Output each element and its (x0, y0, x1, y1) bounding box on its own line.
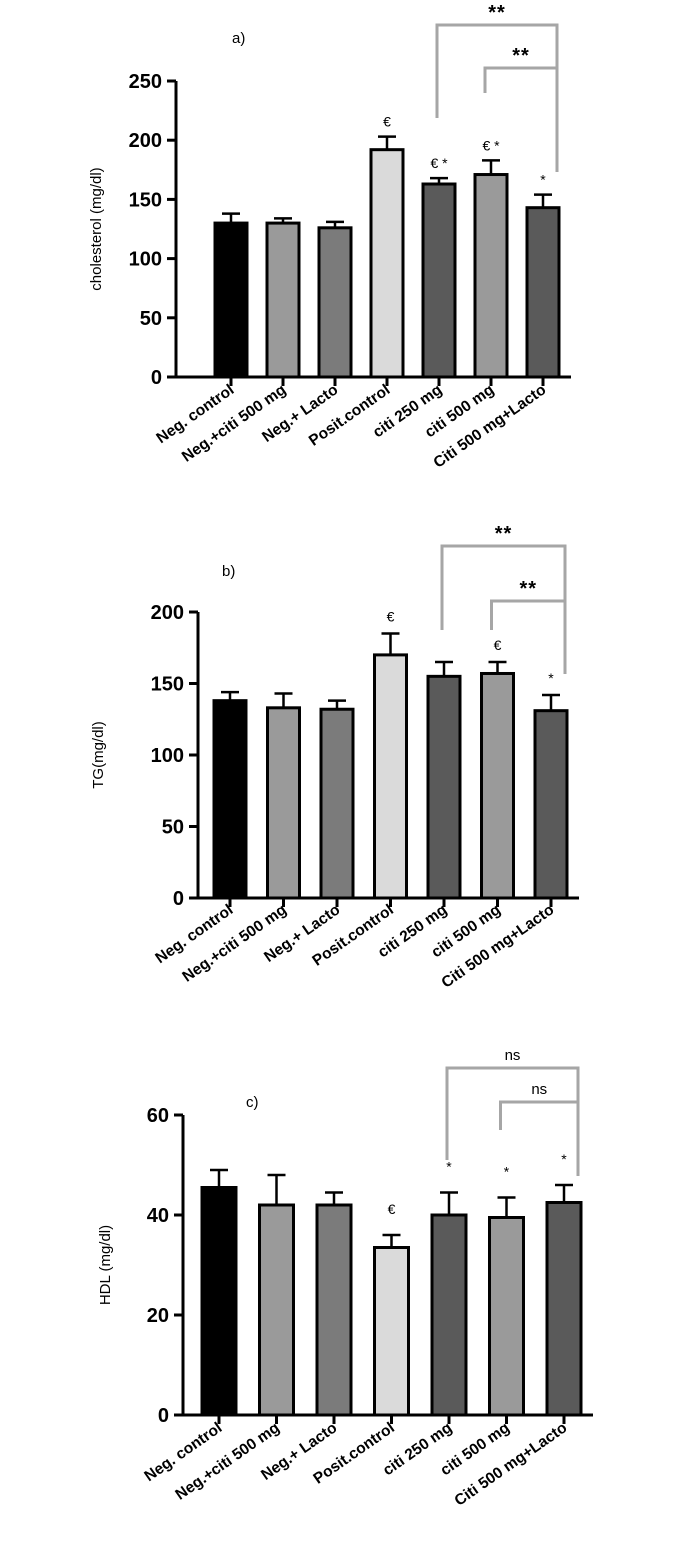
y-tick-label: 100 (129, 249, 162, 271)
significance-annotation: * (504, 1164, 510, 1180)
category-label: Neg.+citi 500 mg (172, 1419, 282, 1503)
bar (317, 226, 353, 379)
bar (533, 709, 569, 900)
bar (488, 1216, 525, 1417)
bar (319, 707, 355, 900)
panel-label: c) (246, 1094, 259, 1111)
bar (266, 706, 301, 900)
bracket-label: ns (505, 1047, 521, 1064)
y-tick-label: 200 (151, 602, 184, 624)
bar (213, 221, 249, 379)
y-axis-label: cholesterol (mg/dl) (88, 167, 105, 290)
bar (200, 1186, 238, 1417)
bar (480, 671, 515, 900)
bar (258, 1203, 295, 1417)
bar (315, 1203, 353, 1417)
y-tick-label: 0 (151, 367, 162, 389)
comparison-bracket (445, 1066, 580, 1176)
significance-annotation: * (548, 670, 554, 686)
y-tick-label: 20 (147, 1305, 169, 1327)
bar (473, 173, 509, 379)
y-tick-label: 60 (147, 1105, 169, 1127)
bar (373, 653, 408, 900)
significance-annotation: € (388, 1201, 396, 1217)
significance-annotation: € (383, 114, 391, 130)
bracket-label: ns (531, 1081, 547, 1098)
significance-annotation: € (494, 637, 502, 653)
bracket-label: ** (519, 578, 537, 600)
y-tick-label: 200 (129, 130, 162, 152)
comparison-bracket (499, 1100, 580, 1130)
significance-annotation: * (446, 1159, 452, 1175)
bracket-label: ** (488, 2, 506, 24)
significance-annotation: € * (482, 137, 500, 153)
bracket-label: ** (512, 45, 530, 67)
comparison-bracket (483, 66, 559, 141)
comparison-bracket (490, 599, 567, 647)
bar (545, 1201, 583, 1417)
bracket-label: ** (495, 523, 513, 545)
bar (212, 699, 248, 900)
significance-annotation: € * (430, 155, 448, 171)
y-tick-label: 50 (140, 308, 162, 330)
y-tick-label: 50 (162, 817, 184, 839)
y-tick-label: 100 (151, 745, 184, 767)
significance-annotation: * (561, 1151, 567, 1167)
bar (525, 206, 561, 379)
y-tick-label: 0 (173, 888, 184, 910)
bar (265, 221, 301, 379)
bar (421, 182, 457, 379)
y-axis-label: HDL (mg/dl) (97, 1225, 114, 1305)
y-tick-label: 0 (158, 1405, 169, 1427)
y-tick-label: 150 (129, 189, 162, 211)
comparison-bracket (440, 544, 567, 674)
y-axis-label: TG(mg/dl) (90, 721, 107, 789)
panel-label: a) (232, 30, 245, 47)
panel-label: b) (222, 563, 235, 580)
bar (430, 1213, 468, 1417)
significance-annotation: € (387, 608, 395, 624)
significance-annotation: * (540, 172, 546, 188)
y-tick-label: 250 (129, 71, 162, 93)
y-tick-label: 150 (151, 674, 184, 696)
bar (373, 1246, 410, 1417)
bar (426, 674, 462, 900)
y-tick-label: 40 (147, 1205, 169, 1227)
bar (369, 148, 405, 379)
